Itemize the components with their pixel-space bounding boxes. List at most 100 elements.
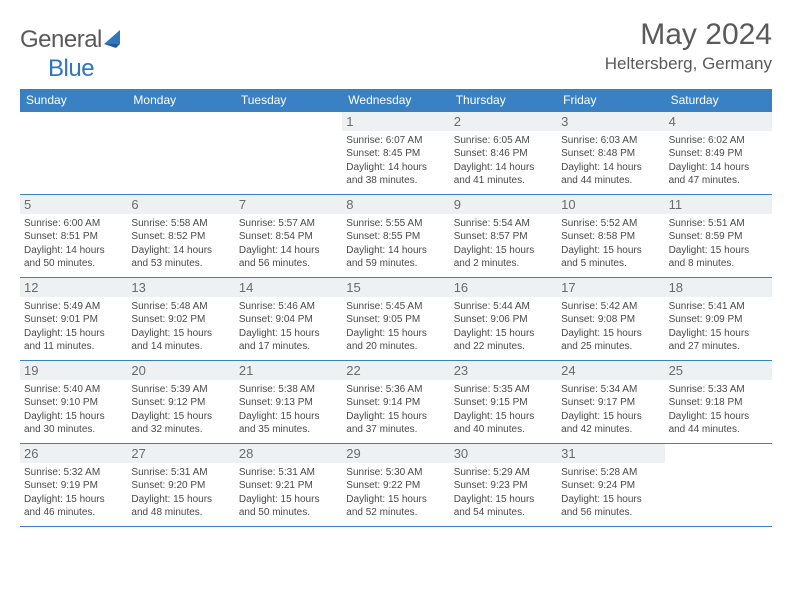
day-cell: 4 Sunrise: 6:02 AMSunset: 8:49 PMDaylight… — [665, 112, 772, 194]
sun-info: Sunrise: 6:07 AMSunset: 8:45 PMDaylight:… — [346, 134, 445, 188]
day-cell: 27Sunrise: 5:31 AMSunset: 9:20 PMDayligh… — [127, 444, 234, 526]
sun-info: Sunrise: 5:52 AMSunset: 8:58 PMDaylight:… — [561, 217, 660, 271]
day-cell: 13Sunrise: 5:48 AMSunset: 9:02 PMDayligh… — [127, 278, 234, 360]
weekday-header: Sunday — [20, 89, 127, 112]
empty-cell — [665, 444, 772, 526]
week-row: 12 Sunrise: 5:49 AMSunset: 9:01 PMDayligh… — [20, 278, 772, 361]
day-cell: 3Sunrise: 6:03 AMSunset: 8:48 PMDaylight… — [557, 112, 664, 194]
day-cell: 12 Sunrise: 5:49 AMSunset: 9:01 PMDayligh… — [20, 278, 127, 360]
day-number: 16 — [450, 278, 557, 297]
day-number: 28 — [235, 444, 342, 463]
calendar-grid: SundayMondayTuesdayWednesdayThursdayFrid… — [20, 89, 772, 527]
day-cell: 26 Sunrise: 5:32 AMSunset: 9:19 PMDayligh… — [20, 444, 127, 526]
sun-info: Sunrise: 5:58 AMSunset: 8:52 PMDaylight:… — [131, 217, 230, 271]
day-number: 2 — [450, 112, 557, 131]
day-number: 25 — [665, 361, 772, 380]
sun-info: Sunrise: 6:02 AMSunset: 8:49 PMDaylight:… — [669, 134, 768, 188]
day-cell: 9 Sunrise: 5:54 AMSunset: 8:57 PMDaylight… — [450, 195, 557, 277]
day-cell: 19Sunrise: 5:40 AMSunset: 9:10 PMDayligh… — [20, 361, 127, 443]
day-number: 11 — [665, 195, 772, 214]
day-number: 12 — [20, 278, 127, 297]
sun-info: Sunrise: 5:57 AMSunset: 8:54 PMDaylight:… — [239, 217, 338, 271]
day-cell: 15 Sunrise: 5:45 AMSunset: 9:05 PMDayligh… — [342, 278, 449, 360]
day-cell: 1Sunrise: 6:07 AMSunset: 8:45 PMDaylight… — [342, 112, 449, 194]
sail-icon — [104, 27, 126, 55]
day-number: 23 — [450, 361, 557, 380]
day-number: 29 — [342, 444, 449, 463]
sun-info: Sunrise: 5:46 AMSunset: 9:04 PMDaylight:… — [239, 300, 338, 354]
location-subtitle: Heltersberg, Germany — [605, 54, 772, 74]
day-number: 21 — [235, 361, 342, 380]
day-number: 31 — [557, 444, 664, 463]
day-number: 5 — [20, 195, 127, 214]
sun-info: Sunrise: 5:41 AMSunset: 9:09 PMDaylight:… — [669, 300, 768, 354]
sun-info: Sunrise: 5:34 AMSunset: 9:17 PMDaylight:… — [561, 383, 660, 437]
empty-cell — [235, 112, 342, 194]
week-row: 1Sunrise: 6:07 AMSunset: 8:45 PMDaylight… — [20, 112, 772, 195]
day-cell: 18 Sunrise: 5:41 AMSunset: 9:09 PMDayligh… — [665, 278, 772, 360]
sun-info: Sunrise: 5:49 AMSunset: 9:01 PMDaylight:… — [24, 300, 123, 354]
weekday-header: Thursday — [450, 89, 557, 112]
day-number: 15 — [342, 278, 449, 297]
day-number: 10 — [557, 195, 664, 214]
sun-info: Sunrise: 5:39 AMSunset: 9:12 PMDaylight:… — [131, 383, 230, 437]
day-cell: 16 Sunrise: 5:44 AMSunset: 9:06 PMDayligh… — [450, 278, 557, 360]
weekday-header: Friday — [557, 89, 664, 112]
day-number: 18 — [665, 278, 772, 297]
week-row: 26 Sunrise: 5:32 AMSunset: 9:19 PMDayligh… — [20, 444, 772, 527]
sun-info: Sunrise: 5:45 AMSunset: 9:05 PMDaylight:… — [346, 300, 445, 354]
day-cell: 31 Sunrise: 5:28 AMSunset: 9:24 PMDayligh… — [557, 444, 664, 526]
sun-info: Sunrise: 5:55 AMSunset: 8:55 PMDaylight:… — [346, 217, 445, 271]
day-cell: 2Sunrise: 6:05 AMSunset: 8:46 PMDaylight… — [450, 112, 557, 194]
sun-info: Sunrise: 5:33 AMSunset: 9:18 PMDaylight:… — [669, 383, 768, 437]
day-cell: 20 Sunrise: 5:39 AMSunset: 9:12 PMDayligh… — [127, 361, 234, 443]
day-cell: 24 Sunrise: 5:34 AMSunset: 9:17 PMDayligh… — [557, 361, 664, 443]
weekday-header: Saturday — [665, 89, 772, 112]
day-cell: 17 Sunrise: 5:42 AMSunset: 9:08 PMDayligh… — [557, 278, 664, 360]
sun-info: Sunrise: 5:42 AMSunset: 9:08 PMDaylight:… — [561, 300, 660, 354]
day-cell: 10 Sunrise: 5:52 AMSunset: 8:58 PMDayligh… — [557, 195, 664, 277]
empty-cell — [20, 112, 127, 194]
sun-info: Sunrise: 5:31 AMSunset: 9:20 PMDaylight:… — [131, 466, 230, 520]
day-cell: 14Sunrise: 5:46 AMSunset: 9:04 PMDayligh… — [235, 278, 342, 360]
sun-info: Sunrise: 5:44 AMSunset: 9:06 PMDaylight:… — [454, 300, 553, 354]
sun-info: Sunrise: 5:54 AMSunset: 8:57 PMDaylight:… — [454, 217, 553, 271]
day-number: 26 — [20, 444, 127, 463]
day-number: 9 — [450, 195, 557, 214]
sun-info: Sunrise: 5:51 AMSunset: 8:59 PMDaylight:… — [669, 217, 768, 271]
day-cell: 21 Sunrise: 5:38 AMSunset: 9:13 PMDayligh… — [235, 361, 342, 443]
day-number: 20 — [127, 361, 234, 380]
day-number: 4 — [665, 112, 772, 131]
title-block: May 2024 Heltersberg, Germany — [605, 18, 772, 74]
week-row: 5Sunrise: 6:00 AMSunset: 8:51 PMDaylight… — [20, 195, 772, 278]
day-number: 22 — [342, 361, 449, 380]
day-cell: 22Sunrise: 5:36 AMSunset: 9:14 PMDayligh… — [342, 361, 449, 443]
weekday-header: Tuesday — [235, 89, 342, 112]
day-number: 17 — [557, 278, 664, 297]
empty-cell — [127, 112, 234, 194]
day-cell: 7 Sunrise: 5:57 AMSunset: 8:54 PMDaylight… — [235, 195, 342, 277]
brand-name-gray: General — [20, 26, 102, 53]
day-number: 7 — [235, 195, 342, 214]
day-cell: 25 Sunrise: 5:33 AMSunset: 9:18 PMDayligh… — [665, 361, 772, 443]
month-title: May 2024 — [605, 18, 772, 52]
sun-info: Sunrise: 5:29 AMSunset: 9:23 PMDaylight:… — [454, 466, 553, 520]
day-number: 8 — [342, 195, 449, 214]
weekday-header: Monday — [127, 89, 234, 112]
sun-info: Sunrise: 5:32 AMSunset: 9:19 PMDaylight:… — [24, 466, 123, 520]
day-number: 13 — [127, 278, 234, 297]
sun-info: Sunrise: 5:28 AMSunset: 9:24 PMDaylight:… — [561, 466, 660, 520]
day-cell: 23Sunrise: 5:35 AMSunset: 9:15 PMDayligh… — [450, 361, 557, 443]
weekday-header: Wednesday — [342, 89, 449, 112]
day-number: 6 — [127, 195, 234, 214]
day-cell: 6 Sunrise: 5:58 AMSunset: 8:52 PMDaylight… — [127, 195, 234, 277]
day-cell: 8 Sunrise: 5:55 AMSunset: 8:55 PMDaylight… — [342, 195, 449, 277]
brand-text: GeneralBlue — [20, 26, 126, 83]
weekday-header-row: SundayMondayTuesdayWednesdayThursdayFrid… — [20, 89, 772, 112]
sun-info: Sunrise: 5:30 AMSunset: 9:22 PMDaylight:… — [346, 466, 445, 520]
day-cell: 28Sunrise: 5:31 AMSunset: 9:21 PMDayligh… — [235, 444, 342, 526]
brand-name-blue: Blue — [48, 55, 94, 82]
sun-info: Sunrise: 5:38 AMSunset: 9:13 PMDaylight:… — [239, 383, 338, 437]
day-number: 24 — [557, 361, 664, 380]
day-cell: 11 Sunrise: 5:51 AMSunset: 8:59 PMDayligh… — [665, 195, 772, 277]
